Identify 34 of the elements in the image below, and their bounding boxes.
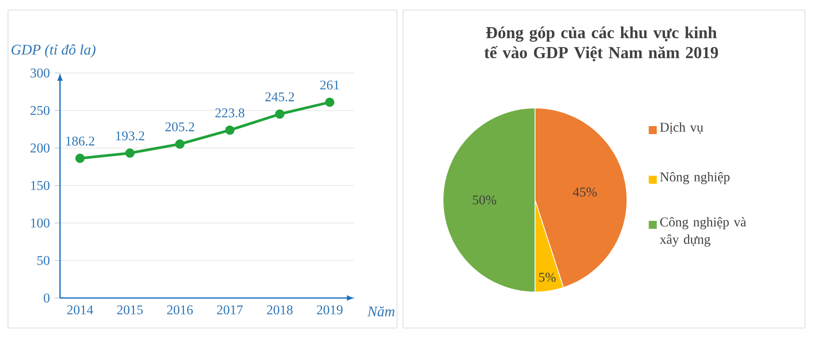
x-tick-label: 2015 xyxy=(117,305,143,314)
data-label: 45% xyxy=(573,188,597,197)
data-label: 193.2 xyxy=(116,131,144,140)
data-label: 205.2 xyxy=(165,122,194,132)
y-tick-label: 200 xyxy=(30,143,50,152)
x-tick-label: 2017 xyxy=(217,305,243,314)
legend-label: Dịch vụ xyxy=(660,122,704,134)
y-tick-label: 300 xyxy=(30,68,50,78)
point xyxy=(125,148,135,158)
y-tick-label: 0 xyxy=(44,293,50,302)
data-label: 5% xyxy=(539,272,556,282)
y-tick-label: 150 xyxy=(31,180,50,190)
data-label: 223.8 xyxy=(215,108,244,118)
x-tick-label: 2018 xyxy=(267,305,293,314)
legend-label: Công nghiệp và xây dựng xyxy=(660,217,746,247)
point xyxy=(275,109,284,119)
x-tick-label: 2019 xyxy=(316,305,342,314)
chart-title: Đóng góp của các khu vực kinh tế vào GDP Việt Nam năm 2019 xyxy=(484,26,718,62)
y-tick-label: 250 xyxy=(30,106,50,115)
data-label: 50% xyxy=(472,195,496,204)
point xyxy=(225,125,234,135)
point xyxy=(175,139,185,149)
y-tick-label: 100 xyxy=(31,218,50,228)
x-tick-label: 2014 xyxy=(67,305,94,314)
point xyxy=(325,98,334,107)
y-tick-label: 50 xyxy=(37,256,50,265)
data-label: 186.2 xyxy=(66,136,94,146)
x-tick-label: 2016 xyxy=(167,305,193,314)
point xyxy=(75,154,85,164)
legend-label: Nông nghiệp xyxy=(660,172,730,184)
data-label: 261 xyxy=(320,80,339,90)
data-label: 245.2 xyxy=(265,92,294,102)
x-axis-title: Năm xyxy=(367,306,394,316)
y-axis-title: GDP (tỉ đô la) xyxy=(12,44,96,58)
